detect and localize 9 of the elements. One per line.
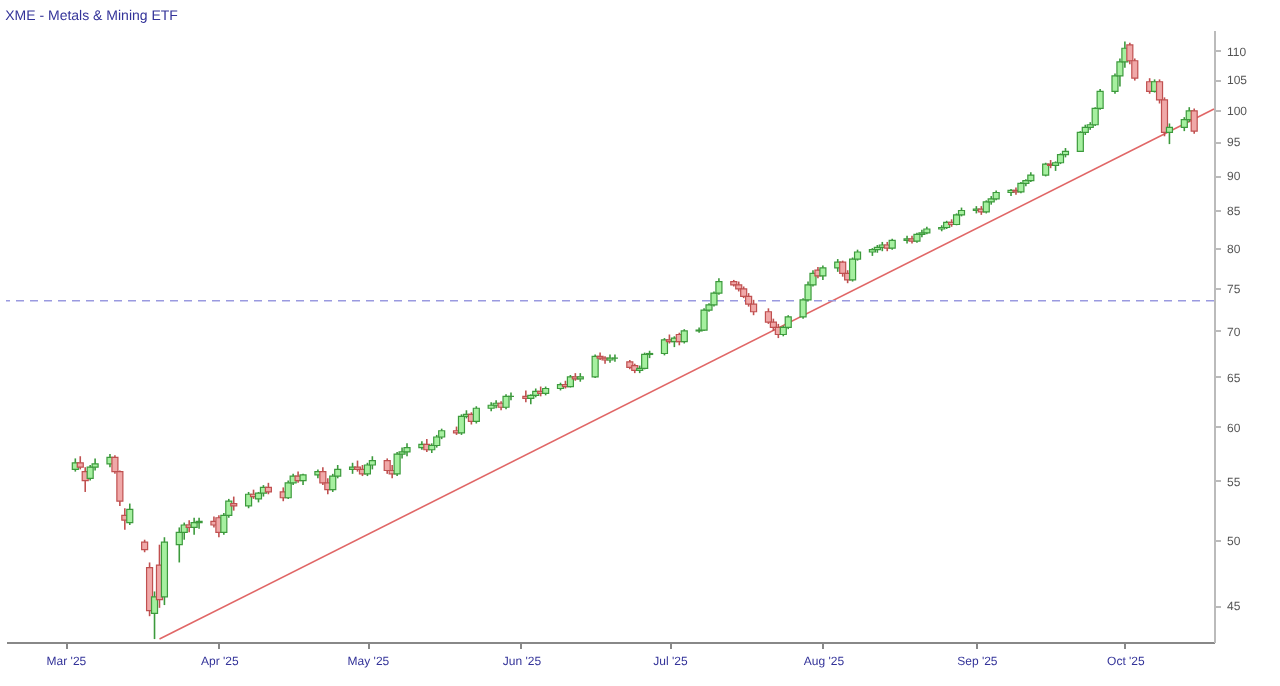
candlestick <box>150 590 159 640</box>
candlestick <box>393 451 401 477</box>
candlestick <box>126 502 134 526</box>
candlestick <box>230 495 238 512</box>
candlestick <box>1165 122 1174 145</box>
candlestick <box>284 479 292 500</box>
candlestick <box>195 516 203 530</box>
candlestick <box>175 526 183 564</box>
candlestick <box>329 473 337 493</box>
